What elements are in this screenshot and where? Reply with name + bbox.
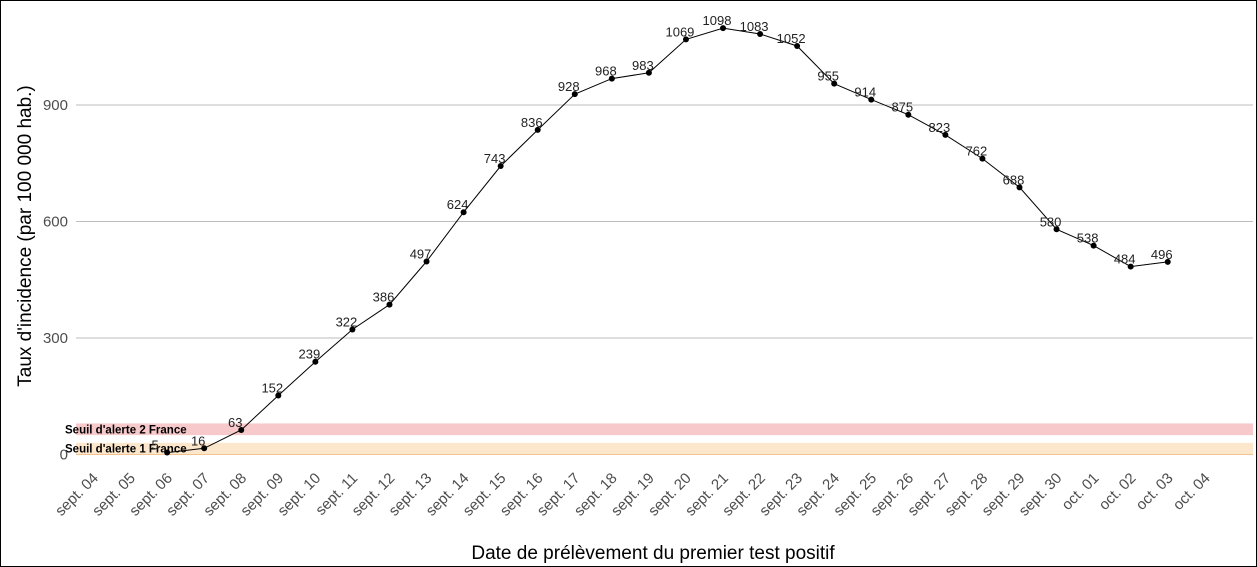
data-point	[460, 209, 467, 216]
data-point	[571, 91, 578, 98]
threshold-label: Seuil d'alerte 2 France	[65, 424, 187, 436]
y-tick-label: 300	[43, 330, 68, 347]
threshold-band	[76, 423, 1253, 436]
threshold-bands: Seuil d'alerte 2 France Seuil d'alerte 1 …	[65, 423, 1253, 456]
y-tick-label: 600	[43, 214, 68, 231]
data-point	[979, 155, 986, 162]
y-tick-label: 900	[43, 97, 68, 114]
data-point	[645, 69, 652, 76]
data-point	[275, 392, 282, 399]
data-label: 983	[632, 58, 654, 73]
data-label: 63	[228, 415, 242, 430]
data-label: 239	[299, 347, 321, 362]
data-point	[423, 258, 430, 265]
data-label: 484	[1114, 252, 1136, 267]
data-label: 1052	[777, 31, 806, 46]
data-point	[1090, 242, 1097, 249]
data-label: 875	[891, 100, 913, 115]
series-group	[164, 25, 1171, 456]
data-point	[201, 445, 208, 452]
data-point	[1164, 258, 1171, 265]
data-labels-group: 5 16 63 152 239 322 386 497 624 743 836 928 968 983 10…	[152, 13, 1173, 452]
data-label: 322	[336, 314, 358, 329]
data-label: 580	[1040, 214, 1062, 229]
threshold-band	[76, 442, 1253, 455]
y-axis-title: Taux d'incidence (par 100 000 hab.)	[15, 85, 36, 387]
data-label: 968	[595, 64, 617, 79]
data-point	[608, 75, 615, 82]
data-point	[238, 427, 245, 434]
data-label: 152	[261, 380, 283, 395]
data-point	[386, 301, 393, 308]
x-tick-label: oct. 02	[1096, 470, 1140, 514]
series-line	[167, 27, 1168, 454]
data-point	[1053, 226, 1060, 233]
data-label: 1098	[703, 13, 732, 28]
data-label: 1069	[665, 24, 694, 39]
data-point	[349, 326, 356, 333]
data-label: 497	[410, 247, 432, 262]
data-label: 496	[1151, 247, 1173, 262]
y-axis-ticks: 0 300 600 900	[43, 97, 68, 463]
data-label: 823	[929, 120, 951, 135]
data-label: 743	[484, 151, 506, 166]
data-point	[905, 111, 912, 118]
x-tick-label: oct. 04	[1170, 470, 1214, 514]
data-label: 928	[558, 79, 580, 94]
x-axis-title: Date de prélèvement du premier test posi…	[471, 543, 835, 564]
data-point	[720, 25, 727, 32]
data-label: 624	[447, 197, 469, 212]
data-label: 16	[191, 433, 205, 448]
data-point	[868, 96, 875, 103]
data-point	[942, 131, 949, 138]
y-tick-label: 0	[60, 447, 68, 464]
data-point	[1016, 184, 1023, 191]
data-label: 5	[152, 438, 159, 453]
data-label: 836	[521, 115, 543, 130]
data-label: 688	[1003, 172, 1025, 187]
data-label: 386	[373, 290, 395, 305]
threshold-label: Seuil d'alerte 1 France	[65, 444, 187, 456]
grid-lines	[76, 104, 1253, 339]
data-point	[164, 449, 171, 456]
data-label: 538	[1077, 231, 1099, 246]
x-tick-label: oct. 03	[1133, 470, 1177, 514]
data-label: 955	[817, 69, 839, 84]
data-point	[1127, 263, 1134, 270]
data-point	[794, 43, 801, 50]
data-label: 914	[854, 85, 876, 100]
data-point	[497, 162, 504, 169]
data-label: 762	[966, 144, 988, 159]
data-point	[534, 126, 541, 133]
x-tick-label: oct. 01	[1059, 470, 1103, 514]
data-point	[682, 36, 689, 43]
data-point	[831, 80, 838, 87]
data-label: 1083	[740, 19, 769, 34]
data-point	[312, 358, 319, 365]
data-point	[757, 30, 764, 37]
